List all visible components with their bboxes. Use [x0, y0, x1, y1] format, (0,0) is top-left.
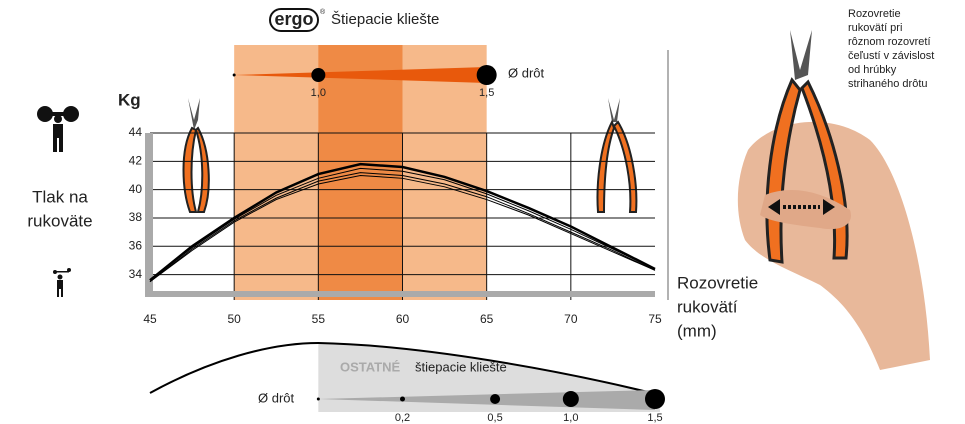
other-dot [316, 397, 320, 401]
wire-wedge [234, 67, 487, 83]
y-tick-label: 38 [129, 210, 143, 224]
y-axis-label: Tlak na [32, 187, 88, 206]
y-tick-label: 36 [129, 238, 143, 252]
x-tick-label: 50 [227, 312, 241, 326]
other-subtitle: štiepacie kliešte [415, 359, 507, 374]
y-axis [145, 133, 153, 297]
curve [149, 167, 656, 281]
other-curve [149, 341, 661, 396]
note: od hrúbky [848, 64, 897, 76]
brand: ergo [274, 9, 313, 29]
x-axis-label: rukovätí [677, 297, 738, 316]
wire-dot [232, 73, 236, 77]
x-tick-label: 55 [312, 312, 326, 326]
other-dot [645, 389, 665, 409]
x-axis [145, 291, 655, 297]
x-tick-label: 70 [564, 312, 578, 326]
other-title: OSTATNÉ [340, 359, 401, 374]
icon-heavy [37, 106, 79, 152]
other-dot [400, 396, 405, 402]
x-axis-label: Rozovretie [677, 273, 758, 292]
note: čeľustí v závislost [848, 50, 934, 62]
wire-label: 1,5 [479, 87, 494, 99]
x-tick-label: 60 [396, 312, 410, 326]
brand-box [269, 8, 319, 32]
note: rôznom rozovretí [848, 36, 931, 48]
registered: ® [320, 8, 326, 16]
wire-label: 1,0 [311, 87, 326, 99]
wire-dot [311, 68, 326, 82]
other-dot [562, 391, 579, 407]
wire-title: Ø drôt [508, 65, 545, 80]
other-label: 1,5 [647, 412, 662, 424]
y-tick-label: 40 [129, 182, 143, 196]
other-label: 0,5 [487, 412, 502, 424]
note: rukovätí pri [848, 22, 902, 34]
hand-photo [737, 30, 930, 371]
x-tick-label: 45 [143, 312, 157, 326]
curve [149, 172, 656, 283]
other-label: 1,0 [563, 412, 578, 424]
other-dot [490, 394, 501, 404]
x-tick-label: 75 [648, 312, 662, 326]
y-unit: Kg [118, 90, 141, 109]
y-axis-label: rukoväte [27, 211, 92, 230]
x-axis-label: (mm) [677, 321, 717, 340]
other-wire-title: Ø drôt [258, 390, 295, 405]
y-tick-label: 42 [129, 153, 143, 167]
x-tick-label: 65 [480, 312, 494, 326]
y-tick-label: 34 [129, 267, 143, 281]
curve [149, 162, 656, 282]
curve [149, 174, 656, 283]
plier-icon-right [596, 98, 638, 213]
note: strihaného drôtu [848, 78, 928, 90]
other-label: 0,2 [395, 412, 410, 424]
y-tick-label: 44 [129, 125, 143, 139]
icon-light [53, 268, 71, 297]
note: Rozovretie [848, 8, 901, 20]
wire-dot [476, 65, 497, 85]
chart-title: Štiepacie kliešte [331, 11, 439, 28]
plier-icon-left [182, 98, 210, 213]
